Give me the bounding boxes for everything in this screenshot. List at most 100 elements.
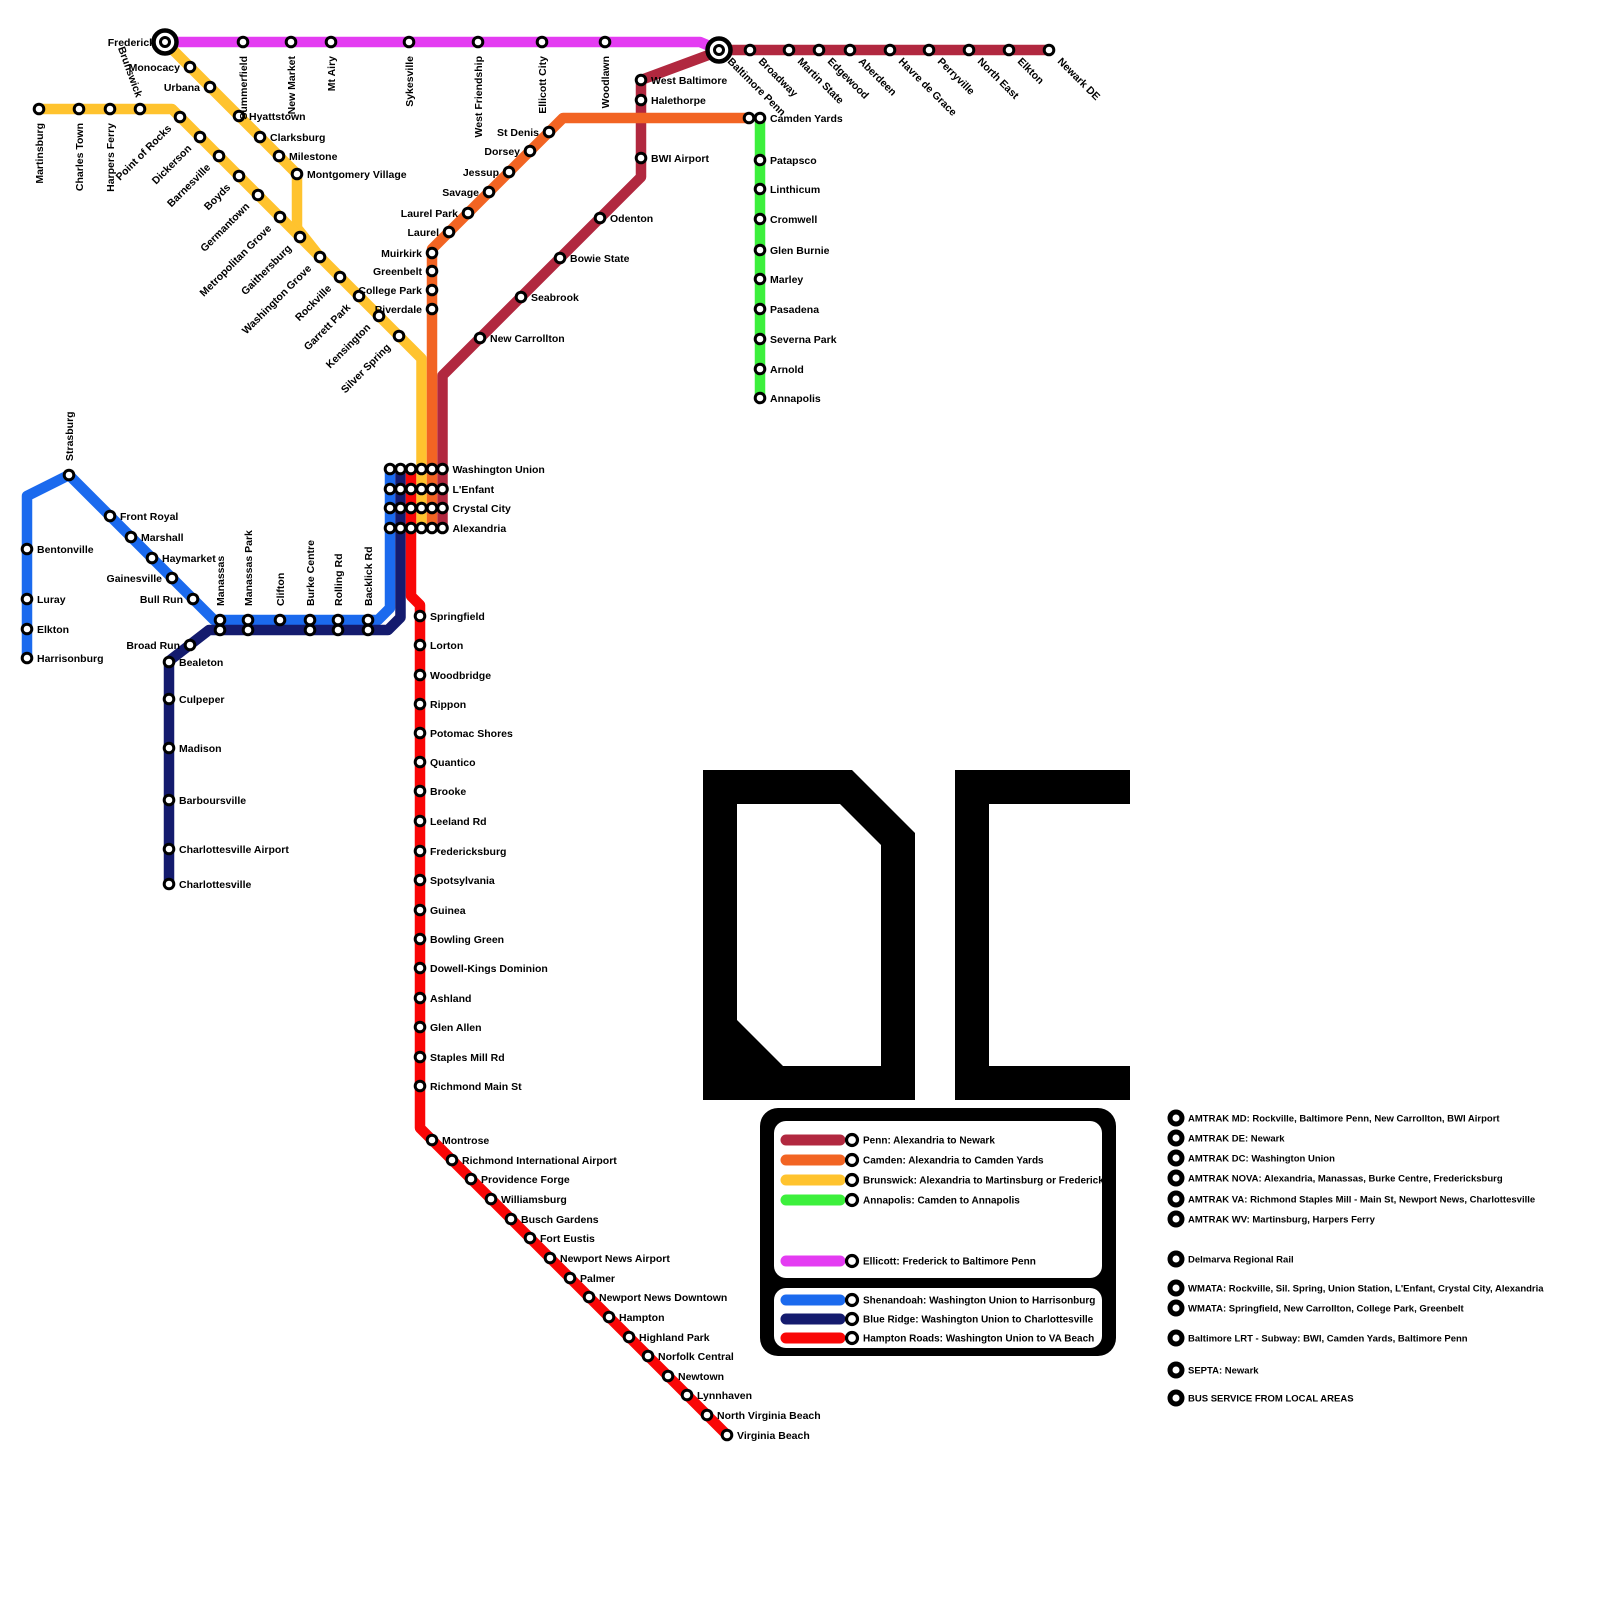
station-label-west-baltimore: West Baltimore xyxy=(651,75,727,87)
station-label-boyds: Boyds xyxy=(202,182,233,213)
station-havre-de-grace xyxy=(883,43,897,57)
legend-label-ellicott: Ellicott: Frederick to Baltimore Penn xyxy=(863,1257,1036,1268)
station-label-elkton: Elkton xyxy=(1015,56,1046,87)
station-providence-forge xyxy=(464,1172,478,1186)
station-odenton xyxy=(593,211,607,225)
station-aberdeen xyxy=(843,43,857,57)
station-pasadena xyxy=(753,302,767,316)
station-label-arnold: Arnold xyxy=(770,364,804,376)
station-label-dorsey: Dorsey xyxy=(484,146,520,158)
station-label-riverdale: Riverdale xyxy=(375,304,422,316)
station-label-crystal-city: Crystal City xyxy=(453,503,512,515)
station-edgewood xyxy=(812,43,826,57)
station-jessup xyxy=(502,165,516,179)
station-newtown xyxy=(661,1369,675,1383)
station-new-carrollton xyxy=(473,331,487,345)
station-label-backlick-rd: Backlick Rd xyxy=(363,546,375,606)
station-garrett-park xyxy=(352,289,366,303)
station-charlottesville-airport xyxy=(162,842,176,856)
station-barboursville xyxy=(162,793,176,807)
station-virginia-beach xyxy=(720,1428,734,1442)
line-blue-ridge xyxy=(163,463,406,890)
station-label-lynnhaven: Lynnhaven xyxy=(697,1390,752,1402)
station-dot-11 xyxy=(394,501,407,515)
station-north-virginia-beach xyxy=(700,1408,714,1422)
station-leeland-rd xyxy=(413,814,427,828)
station-manassas-park xyxy=(241,613,255,627)
station-label-halethorpe: Halethorpe xyxy=(651,95,706,107)
station-washington-grove xyxy=(313,250,327,264)
station-label-linthicum: Linthicum xyxy=(770,184,820,196)
station-label-baltimore-penn: Baltimore Penn xyxy=(725,56,788,119)
station-dot-4 xyxy=(425,462,439,476)
station-strasburg xyxy=(62,468,76,482)
station-label-hyattstown: Hyattstown xyxy=(249,111,306,123)
station-madison xyxy=(162,741,176,755)
station-label-rippon: Rippon xyxy=(430,699,466,711)
station-dot-2 xyxy=(404,462,418,476)
station-label-dowell-kings-dominion: Dowell-Kings Dominion xyxy=(430,963,548,975)
dc-logo xyxy=(703,770,1130,1100)
station-label-jessup: Jessup xyxy=(463,167,499,179)
station-label-annapolis: Annapolis xyxy=(770,393,821,405)
station-label-strasburg: Strasburg xyxy=(64,411,76,461)
station-label-providence-forge: Providence Forge xyxy=(481,1174,570,1186)
station-dot-9 xyxy=(425,482,439,496)
station-label-virginia-beach: Virginia Beach xyxy=(737,1430,810,1442)
route-legend: Penn: Alexandria to Newark Camden: Alexan… xyxy=(760,1108,1116,1356)
station-boyds xyxy=(232,169,246,183)
station-alexandria xyxy=(436,521,449,535)
station-ashland xyxy=(413,991,427,1005)
station-label-new-market: New Market xyxy=(286,56,298,115)
station-label-madison: Madison xyxy=(179,743,222,755)
station-summerfield xyxy=(236,35,250,49)
station-urbana xyxy=(203,80,217,94)
station-arnold xyxy=(753,362,767,376)
station-label-fort-eustis: Fort Eustis xyxy=(540,1233,595,1245)
station-richmond-international-airport xyxy=(445,1153,459,1167)
station-label-north-east: North East xyxy=(975,56,1021,102)
station-dot-20 xyxy=(742,111,756,125)
station-label-broad-run: Broad Run xyxy=(126,640,180,652)
station-north-east xyxy=(962,43,976,57)
station-label-quantico: Quantico xyxy=(430,757,476,769)
service-label-baltimore-lrt-subway: Baltimore LRT - Subway: BWI, Camden Yard… xyxy=(1188,1334,1468,1345)
station-dot-15 xyxy=(383,521,397,535)
station-dot-19 xyxy=(425,521,439,535)
station-dot-18 xyxy=(415,521,428,535)
station-label-palmer: Palmer xyxy=(580,1273,615,1285)
station-linthicum xyxy=(753,182,767,196)
station-label-woodlawn: Woodlawn xyxy=(600,56,612,108)
station-norfolk-central xyxy=(641,1349,655,1363)
station-label-pasadena: Pasadena xyxy=(770,304,819,316)
legend-label-penn: Penn: Alexandria to Newark xyxy=(863,1136,995,1147)
station-palmer xyxy=(563,1271,577,1285)
station-label-laurel-park: Laurel Park xyxy=(401,208,458,220)
station-richmond-main-st xyxy=(413,1079,427,1093)
station-label-bowling-green: Bowling Green xyxy=(430,934,504,946)
station-cromwell xyxy=(753,212,767,226)
station-highland-park xyxy=(622,1330,636,1344)
legend-station-icon-penn xyxy=(844,1132,860,1148)
station-label-springfield: Springfield xyxy=(430,611,485,623)
station-harrisonburg xyxy=(20,651,34,665)
station-williamsburg xyxy=(484,1192,498,1206)
station-label-bull-run: Bull Run xyxy=(140,594,183,606)
station-rockville xyxy=(333,270,347,284)
service-label-wmata: WMATA: Rockville, Sil. Spring, Union Sta… xyxy=(1188,1284,1544,1295)
legend-station-icon-hampton-roads xyxy=(844,1330,860,1346)
station-label-manassas-park: Manassas Park xyxy=(243,530,255,606)
station-dot-12 xyxy=(404,501,418,515)
service-icon-amtrak-md xyxy=(1167,1109,1185,1127)
station-label-savage: Savage xyxy=(442,187,479,199)
service-label-wmata: WMATA: Springfield, New Carrollton, Coll… xyxy=(1188,1304,1465,1315)
line-penn xyxy=(437,44,1055,534)
station-clarksburg xyxy=(253,130,267,144)
service-label-amtrak-nova: AMTRAK NOVA: Alexandria, Manassas, Burke… xyxy=(1188,1174,1503,1185)
station-label-new-carrollton: New Carrollton xyxy=(490,333,565,345)
station-luray xyxy=(20,592,34,606)
station-label-busch-gardens: Busch Gardens xyxy=(521,1214,599,1226)
station-patapsco xyxy=(753,153,767,167)
station-halethorpe xyxy=(634,93,648,107)
line-camden xyxy=(426,112,755,534)
